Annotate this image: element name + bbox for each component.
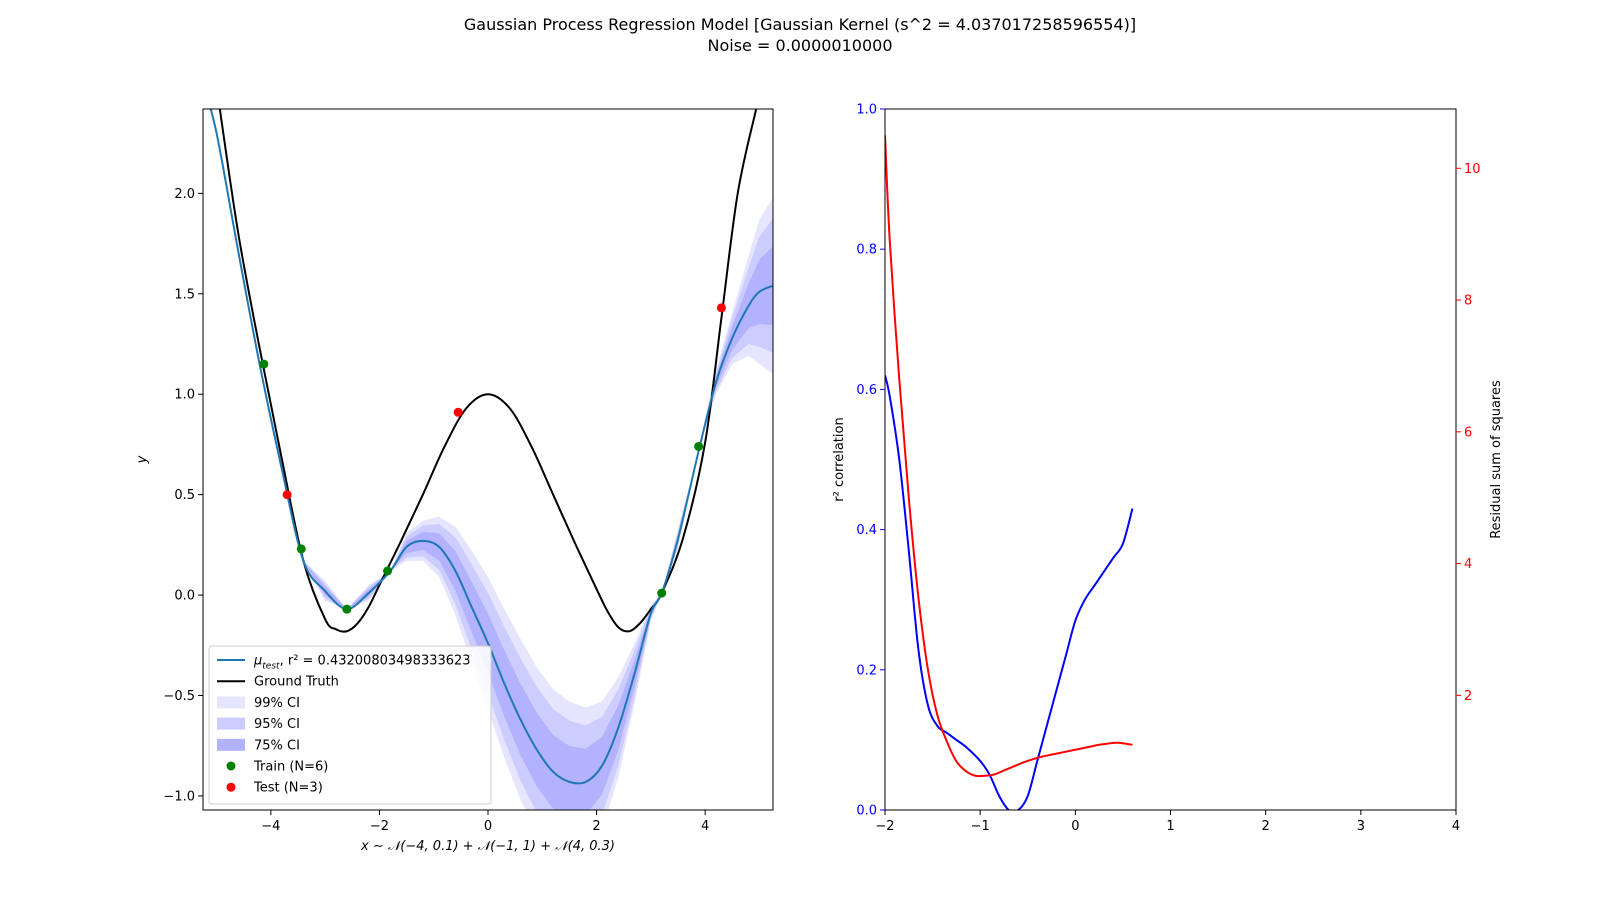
left-y-tick-label: 1.0: [174, 388, 195, 403]
right-left-y-tick-label: 0.2: [856, 663, 877, 678]
right-left-y-tick-label: 0.6: [856, 383, 877, 398]
left-y-tick-label: 0.0: [174, 589, 195, 604]
right-x-tick-label: 3: [1357, 819, 1365, 834]
right-plot-area: [885, 135, 1134, 810]
right-right-y-tick-label: 4: [1464, 557, 1472, 572]
legend-ci-label: 95% CI: [254, 717, 300, 732]
train-point: [657, 588, 667, 598]
left-x-tick-label: 4: [701, 819, 709, 834]
r2-axis-label: r² correlation: [832, 417, 847, 501]
right-right-y-tick-label: 6: [1464, 425, 1472, 440]
left-y-tick-label: −0.5: [163, 689, 195, 704]
figure-title: Gaussian Process Regression Model [Gauss…: [0, 14, 1600, 56]
right-left-y-tick-label: 0.0: [856, 804, 877, 819]
left-y-tick-label: 1.5: [174, 287, 195, 302]
legend-ci-handle: [217, 696, 245, 709]
test-point: [453, 407, 463, 417]
right-right-y-tick-label: 10: [1464, 162, 1481, 177]
test-point: [282, 490, 292, 500]
left-y-tick-label: 0.5: [174, 488, 195, 503]
left-x-tick-label: −2: [370, 819, 389, 834]
train-point: [342, 604, 352, 614]
right-right-y-tick-label: 8: [1464, 294, 1472, 309]
right-left-y-tick-label: 0.8: [856, 243, 877, 258]
right-x-tick-label: −1: [971, 819, 990, 834]
legend-frame: [208, 645, 492, 805]
train-point: [296, 544, 306, 554]
figure-title-line2: Noise = 0.0000010000: [707, 36, 893, 55]
predicted-mean-line: [209, 109, 773, 785]
legend-ci-handle: [217, 717, 245, 730]
left-y-tick-label: −1.0: [163, 789, 195, 804]
right-left-y-tick-label: 0.4: [856, 523, 877, 538]
left-plot-area: [209, 109, 773, 810]
left-y-axis-label: y: [135, 455, 150, 464]
legend: μtest, r² = 0.43200803498333623 Ground Tr…: [208, 645, 492, 805]
test-point: [716, 303, 726, 313]
left-x-tick-label: 0: [484, 819, 492, 834]
left-y-tick-label: 2.0: [174, 187, 195, 202]
right-right-y-tick-label: 2: [1464, 689, 1472, 704]
rss-axis-label: Residual sum of squares: [1489, 380, 1504, 539]
train-point: [383, 566, 393, 576]
legend-train-marker: [226, 761, 236, 771]
right-x-tick-label: 4: [1452, 819, 1460, 834]
legend-test-label: Test (N=3): [253, 781, 323, 796]
rss-line: [885, 135, 1133, 778]
right-x-tick-label: 1: [1166, 819, 1174, 834]
legend-train-label: Train (N=6): [253, 760, 328, 775]
right-left-y-tick-label: 1.0: [856, 103, 877, 118]
train-point: [694, 441, 704, 451]
legend-ci-handle: [217, 738, 245, 751]
left-x-tick-label: 2: [592, 819, 600, 834]
figure-title-line1: Gaussian Process Regression Model [Gauss…: [463, 15, 1137, 34]
right-x-tick-label: 0: [1071, 819, 1079, 834]
left-x-tick-label: −4: [261, 819, 280, 834]
legend-ci-label: 99% CI: [254, 696, 300, 711]
ground-truth-line: [218, 109, 758, 633]
right-x-tick-label: −2: [875, 819, 894, 834]
left-x-axis-label: x ∼ 𝒩(−4, 0.1) + 𝒩(−1, 1) + 𝒩(4, 0.3): [360, 839, 615, 854]
right-x-tick-label: 2: [1262, 819, 1270, 834]
legend-mean-label: μtest, r² = 0.43200803498333623: [253, 654, 471, 672]
right-axes-frame: [884, 108, 1457, 811]
train-point: [259, 359, 269, 369]
ci-band-75: [260, 246, 773, 810]
r2-correlation-line: [885, 375, 1134, 810]
legend-test-marker: [226, 782, 236, 792]
legend-ground-truth-label: Ground Truth: [254, 675, 339, 690]
legend-ci-label: 75% CI: [254, 738, 300, 753]
